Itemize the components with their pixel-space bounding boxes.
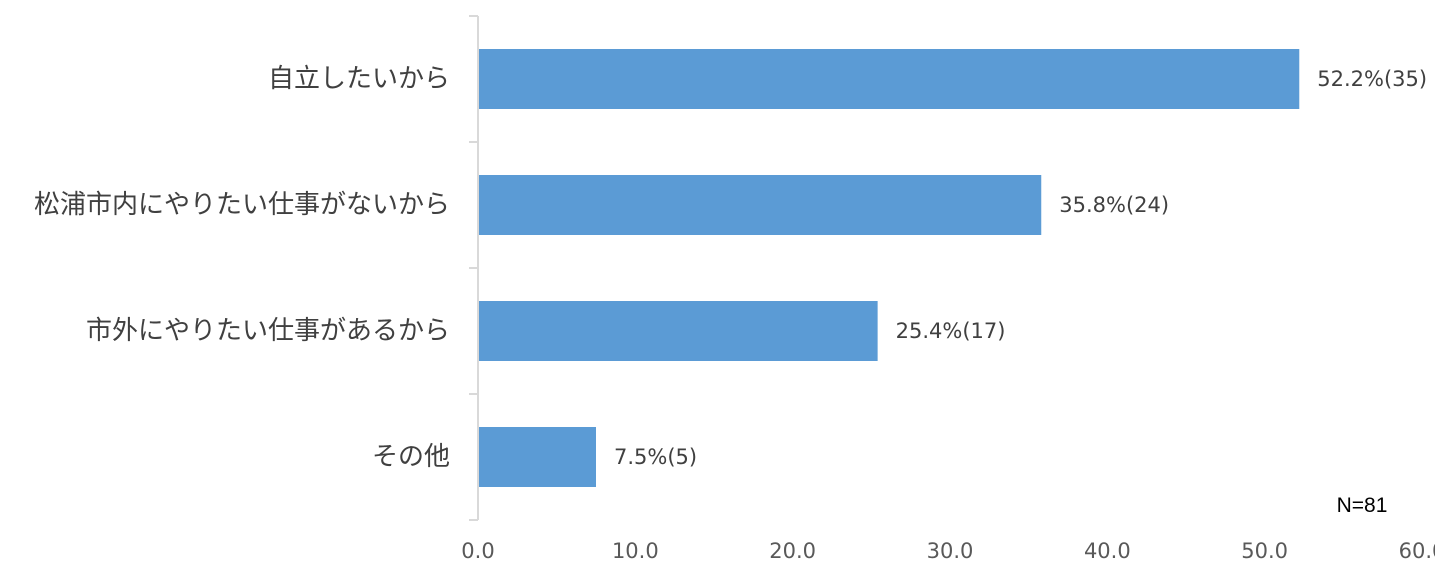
x-tick-label: 0.0 xyxy=(461,539,494,563)
bar xyxy=(479,427,596,487)
data-label: 35.8%(24) xyxy=(1059,193,1169,217)
x-tick-label: 60.0 xyxy=(1399,539,1435,563)
category-axis xyxy=(469,15,479,521)
category-label: 市外にやりたい仕事があるから xyxy=(86,316,450,346)
x-tick-labels: 0.0 10.0 20.0 30.0 40.0 50.0 60.0 xyxy=(461,539,1435,563)
x-tick-label: 40.0 xyxy=(1084,539,1131,563)
x-tick-label: 30.0 xyxy=(927,539,974,563)
x-tick-label: 20.0 xyxy=(769,539,816,563)
x-tick-label: 50.0 xyxy=(1241,539,1288,563)
category-label: その他 xyxy=(372,442,450,472)
x-tick-label: 10.0 xyxy=(612,539,659,563)
sample-size-note: N=81 xyxy=(1337,494,1388,517)
bar xyxy=(479,301,878,361)
category-label: 松浦市内にやりたい仕事がないから xyxy=(34,190,450,220)
bar xyxy=(479,175,1042,235)
data-labels: 52.2%(35) 35.8%(24) 25.4%(17) 7.5%(5) xyxy=(614,67,1427,469)
bar xyxy=(479,49,1300,109)
category-label: 自立したいから xyxy=(268,64,450,94)
data-label: 7.5%(5) xyxy=(614,445,697,469)
bars xyxy=(479,49,1300,487)
data-label: 25.4%(17) xyxy=(896,319,1006,343)
data-label: 52.2%(35) xyxy=(1317,67,1427,91)
